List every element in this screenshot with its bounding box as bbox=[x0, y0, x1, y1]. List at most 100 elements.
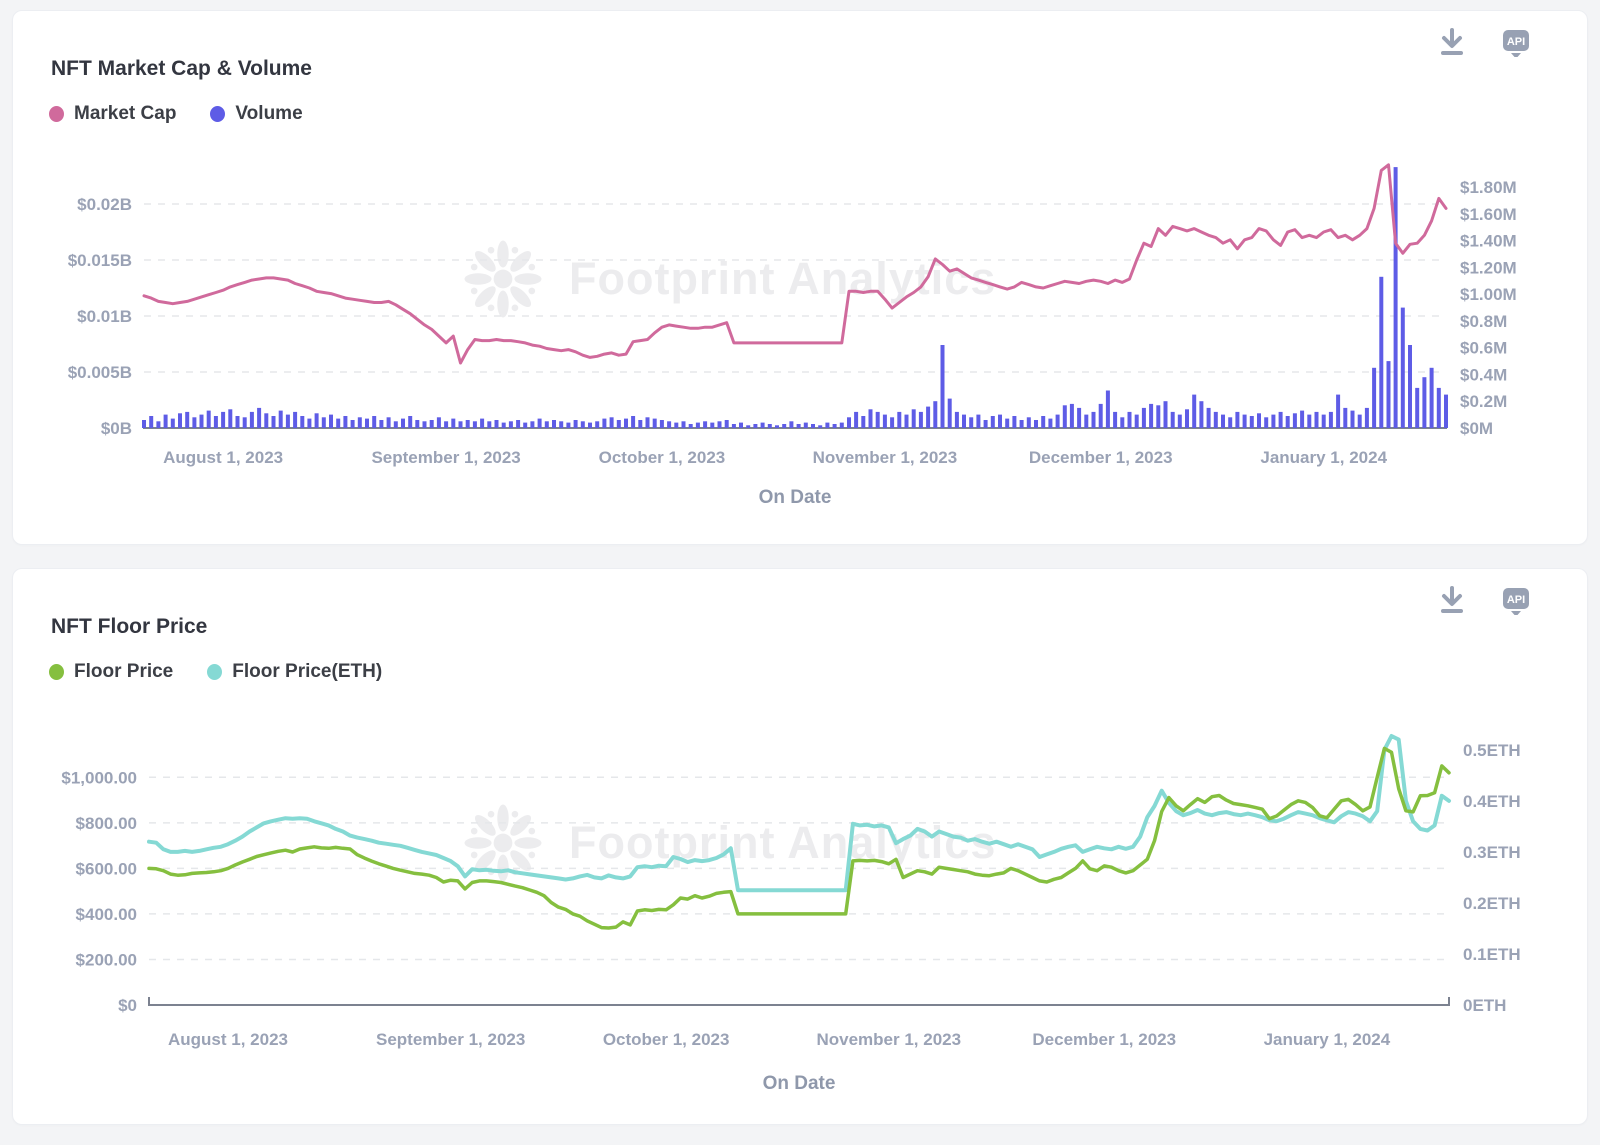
download-icon bbox=[1441, 28, 1463, 55]
bar bbox=[947, 398, 952, 428]
bar bbox=[897, 411, 902, 428]
bar bbox=[990, 416, 995, 428]
bar bbox=[350, 420, 355, 428]
bar bbox=[508, 421, 513, 428]
bar bbox=[257, 407, 262, 428]
bar bbox=[487, 421, 492, 428]
bar bbox=[926, 406, 931, 428]
bar bbox=[1113, 411, 1118, 428]
bar bbox=[1372, 367, 1377, 428]
bar bbox=[588, 422, 592, 428]
bar bbox=[1235, 411, 1240, 428]
bar bbox=[1264, 417, 1269, 428]
x-axis-tick-label: November 1, 2023 bbox=[816, 1030, 961, 1049]
x-axis-tick-label: September 1, 2023 bbox=[376, 1030, 525, 1049]
bar bbox=[1062, 405, 1067, 428]
bar bbox=[818, 425, 823, 428]
bar bbox=[494, 420, 499, 428]
download-icon bbox=[1441, 586, 1463, 613]
right-axis-tick-label: $1.40M bbox=[1460, 232, 1517, 251]
bar bbox=[1127, 411, 1132, 428]
right-axis-tick-label: $0.4M bbox=[1460, 365, 1507, 384]
bar bbox=[695, 422, 700, 428]
api-button[interactable]: API bbox=[1501, 27, 1531, 59]
market-cap-volume-chart[interactable]: $0B $0.005B $0.01B $0.015B $0.02B $0M $0.2M $0.… bbox=[13, 11, 1589, 544]
legend-item-floor-price-eth-[interactable]: Floor Price(ETH) bbox=[207, 661, 382, 683]
bar bbox=[422, 421, 427, 428]
right-axis-tick-label: $0.6M bbox=[1460, 339, 1507, 358]
download-button[interactable] bbox=[1437, 585, 1467, 617]
x-axis-title: On Date bbox=[763, 1073, 836, 1094]
bar bbox=[429, 420, 434, 428]
chart-title: NFT Floor Price bbox=[51, 615, 208, 638]
legend-dot-icon bbox=[207, 664, 223, 680]
bar bbox=[249, 411, 254, 428]
watermark: Footprint Analytics bbox=[451, 791, 996, 895]
bar bbox=[436, 417, 441, 428]
bar bbox=[861, 416, 866, 428]
bar bbox=[803, 422, 808, 428]
bar bbox=[393, 421, 398, 428]
bar bbox=[142, 420, 146, 428]
bar bbox=[1415, 387, 1420, 428]
bar bbox=[1422, 377, 1427, 428]
bar bbox=[624, 418, 628, 428]
chart-legend: Floor Price Floor Price(ETH) bbox=[49, 661, 382, 683]
bar bbox=[1077, 407, 1082, 428]
bar bbox=[731, 424, 736, 428]
bar bbox=[976, 414, 981, 428]
right-axis-tick-label: 0ETH bbox=[1463, 996, 1506, 1015]
bar bbox=[983, 420, 988, 428]
bar bbox=[573, 420, 578, 428]
bar bbox=[1134, 414, 1139, 428]
legend-label: Volume bbox=[235, 103, 303, 124]
watermark: Footprint Analytics bbox=[451, 227, 996, 331]
bar bbox=[1429, 367, 1434, 428]
bar bbox=[357, 417, 362, 428]
bar bbox=[1393, 167, 1398, 428]
legend-item-market-cap[interactable]: Market Cap bbox=[49, 103, 176, 125]
api-button[interactable]: API bbox=[1501, 585, 1531, 617]
left-axis-tick-label: $0.005B bbox=[68, 363, 132, 382]
volume-bars bbox=[142, 167, 1448, 428]
bar bbox=[724, 420, 729, 428]
right-axis-tick-label: $0M bbox=[1460, 419, 1493, 438]
bar bbox=[221, 411, 226, 428]
right-axis-tick-label: $1.60M bbox=[1460, 205, 1517, 224]
bar bbox=[365, 418, 369, 428]
bar bbox=[271, 416, 276, 428]
bar bbox=[1242, 414, 1247, 428]
bar bbox=[185, 411, 190, 428]
bar bbox=[530, 421, 535, 428]
bar bbox=[213, 416, 218, 428]
legend-item-volume[interactable]: Volume bbox=[210, 103, 303, 125]
bar bbox=[458, 421, 463, 428]
bar bbox=[1307, 414, 1312, 428]
left-axis-tick-label: $600.00 bbox=[76, 859, 137, 878]
bar bbox=[163, 414, 168, 428]
bar bbox=[1213, 411, 1218, 428]
bar bbox=[882, 414, 887, 428]
right-axis-tick-label: $1.20M bbox=[1460, 258, 1517, 277]
bar bbox=[1120, 417, 1125, 428]
bar bbox=[875, 411, 880, 428]
chart-title: NFT Market Cap & Volume bbox=[51, 57, 312, 80]
bar bbox=[1206, 407, 1211, 428]
bar bbox=[1228, 417, 1233, 428]
bar bbox=[681, 421, 686, 428]
x-axis-tick-label: November 1, 2023 bbox=[813, 448, 958, 467]
bar bbox=[472, 421, 477, 428]
legend-label: Floor Price bbox=[74, 661, 174, 682]
download-button[interactable] bbox=[1437, 27, 1467, 59]
x-axis-tick-label: October 1, 2023 bbox=[603, 1030, 730, 1049]
bar bbox=[386, 417, 391, 428]
legend-dot-icon bbox=[49, 106, 64, 122]
bar bbox=[1069, 403, 1074, 428]
bar bbox=[1041, 416, 1046, 428]
bar bbox=[1336, 394, 1341, 428]
legend-item-floor-price[interactable]: Floor Price bbox=[49, 661, 173, 683]
floor-price-chart[interactable]: $0 $200.00 $400.00 $600.00 $800.00 $1,000.00 0… bbox=[13, 569, 1589, 1124]
bar bbox=[264, 413, 269, 428]
bar bbox=[1257, 413, 1261, 428]
bar bbox=[307, 418, 312, 428]
